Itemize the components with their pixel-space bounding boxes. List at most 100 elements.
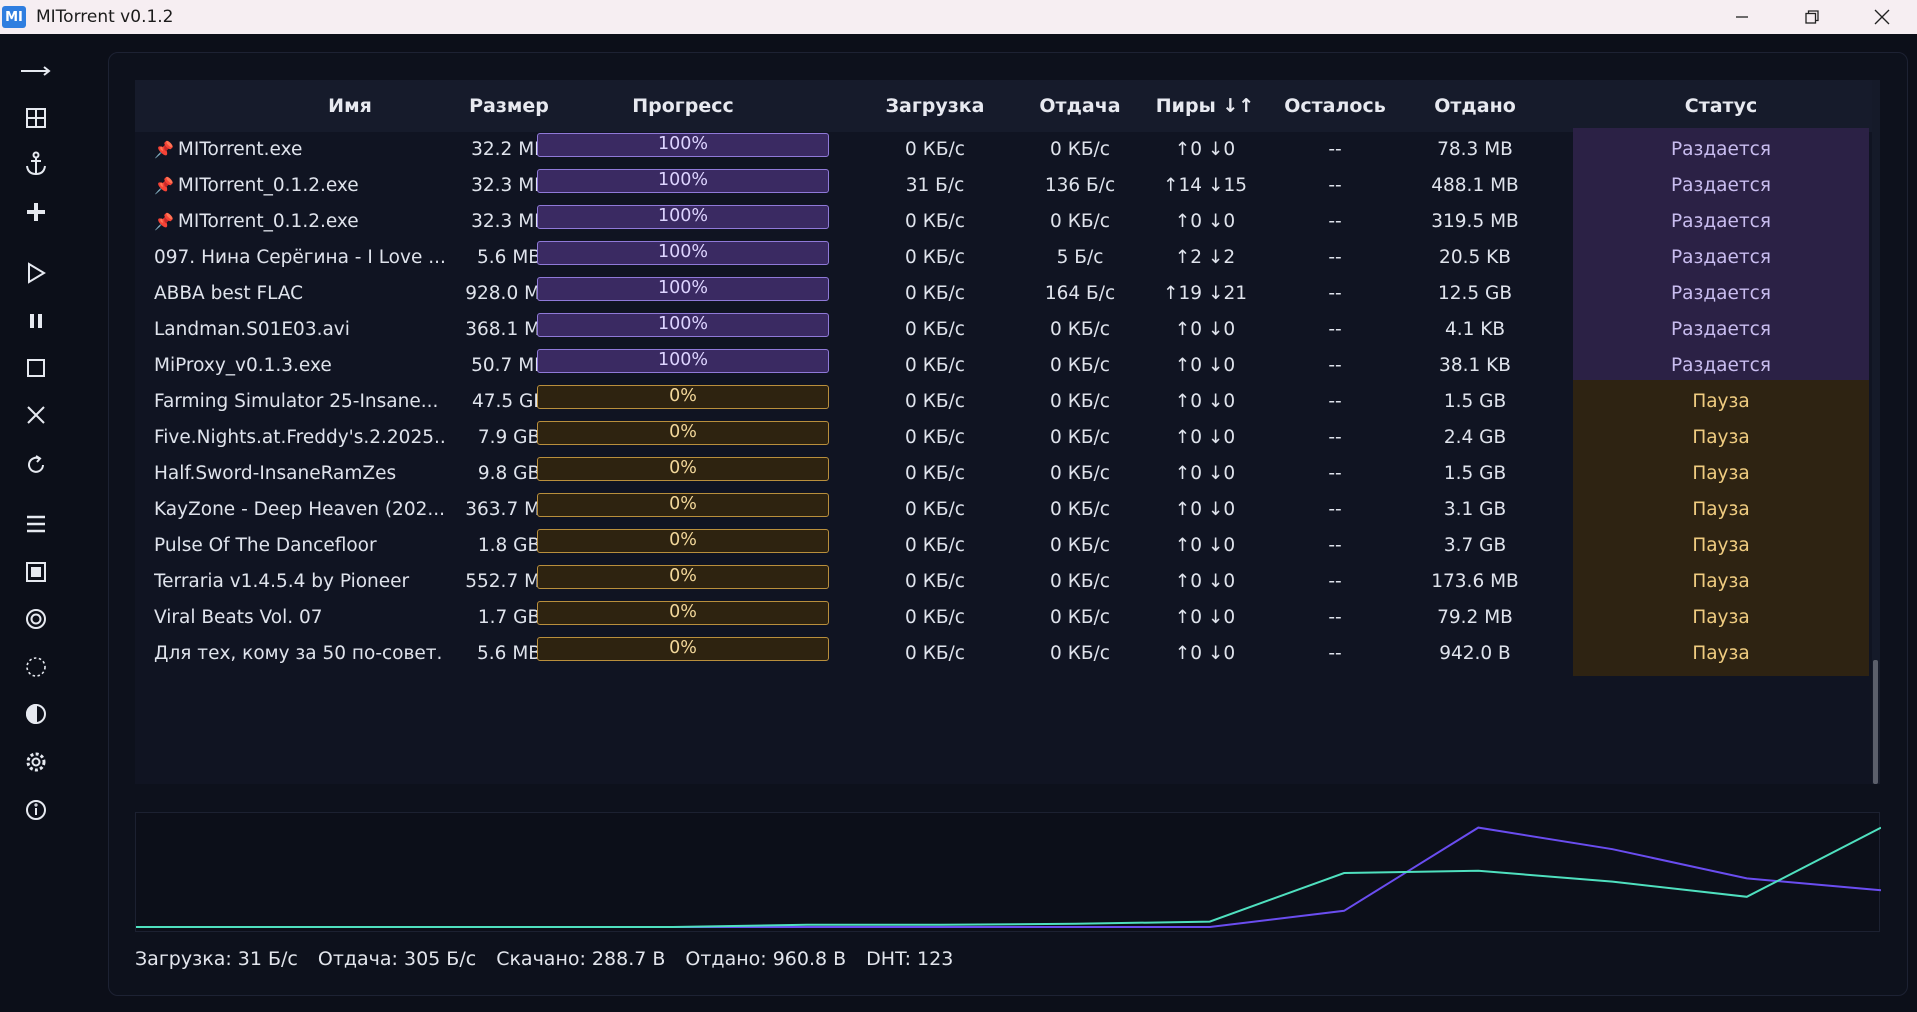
upload-speed-line	[136, 826, 1882, 928]
col-header-peers[interactable]: Пиры ↓↑	[1155, 95, 1255, 117]
table-row[interactable]: ABBA best FLAC 928.0 MB 100% 0 КБ/с 164 Б/с ↑…	[135, 272, 1880, 316]
row-download-speed: 0 КБ/с	[905, 391, 965, 412]
row-remaining: --	[1328, 463, 1342, 484]
gear-icon[interactable]	[16, 742, 56, 782]
dashed-circle-icon[interactable]	[16, 647, 56, 687]
add-icon[interactable]	[16, 192, 56, 232]
row-name-text: Pulse Of The Dancefloor	[154, 535, 377, 556]
progress-bar	[537, 133, 829, 157]
row-download-speed: 0 КБ/с	[905, 427, 965, 448]
col-header-remaining[interactable]: Осталось	[1284, 95, 1386, 117]
progress-bar	[537, 637, 829, 661]
table-row[interactable]: Для тех, кому за 50 по-совет... 5.6 MB 0% 0…	[135, 632, 1880, 676]
remove-icon[interactable]	[16, 395, 56, 435]
row-remaining: --	[1328, 391, 1342, 412]
row-uploaded: 942.0 B	[1439, 643, 1511, 664]
row-download-speed: 0 КБ/с	[905, 499, 965, 520]
table-row[interactable]: Terraria v1.4.5.4 by Pioneer 552.7 MB 0% 0 …	[135, 560, 1880, 604]
minimize-button[interactable]	[1707, 0, 1777, 34]
row-download-speed: 0 КБ/с	[905, 571, 965, 592]
progress-label: 100%	[657, 242, 709, 262]
list-icon[interactable]	[16, 504, 56, 544]
row-name: Farming Simulator 25-Insane...	[154, 380, 444, 424]
scrollbar-thumb[interactable]	[1873, 660, 1878, 784]
row-download-speed: 0 КБ/с	[905, 247, 965, 268]
row-remaining: --	[1328, 139, 1342, 160]
status-downloaded: Скачано: 288.7 B	[496, 948, 666, 970]
refresh-icon[interactable]	[16, 445, 56, 485]
progress-bar	[537, 565, 829, 589]
stop-icon[interactable]	[16, 348, 56, 388]
row-size: 32.2 MB	[471, 139, 547, 160]
row-remaining: --	[1328, 427, 1342, 448]
row-peers: ↑0 ↓0	[1174, 139, 1236, 160]
row-name-text: MITorrent_0.1.2.exe	[177, 211, 359, 232]
row-name: Five.Nights.at.Freddy's.2.2025...	[154, 416, 444, 460]
row-remaining: --	[1328, 283, 1342, 304]
row-uploaded: 12.5 GB	[1437, 283, 1513, 304]
table-row[interactable]: 097. Нина Серёгина - I Love ... 5.6 MB 100…	[135, 236, 1880, 280]
pause-icon[interactable]	[16, 301, 56, 341]
row-upload-speed: 0 КБ/с	[1050, 319, 1110, 340]
app-logo-icon: MI	[2, 6, 26, 28]
row-name: 097. Нина Серёгина - I Love ...	[154, 236, 444, 280]
restore-button[interactable]	[1777, 0, 1847, 34]
row-upload-speed: 0 КБ/с	[1050, 535, 1110, 556]
col-header-download[interactable]: Загрузка	[885, 95, 985, 117]
status-bar: Загрузка: 31 Б/с Отдача: 305 Б/с Скачано…	[135, 944, 973, 974]
row-download-speed: 0 КБ/с	[905, 319, 965, 340]
col-header-size[interactable]: Размер	[469, 95, 549, 117]
col-header-name[interactable]: Имя	[328, 95, 372, 117]
row-peers: ↑0 ↓0	[1174, 643, 1236, 664]
row-progress: 0%	[537, 452, 829, 496]
row-upload-speed: 0 КБ/с	[1050, 391, 1110, 412]
sidebar	[0, 34, 72, 1012]
close-window-button[interactable]	[1847, 0, 1917, 34]
row-peers: ↑0 ↓0	[1174, 211, 1236, 232]
col-header-uploaded[interactable]: Отдано	[1434, 95, 1516, 117]
table-scrollbar[interactable]	[1872, 80, 1880, 784]
close-icon	[1874, 9, 1890, 25]
row-name: Terraria v1.4.5.4 by Pioneer	[154, 560, 444, 604]
collapse-arrow-icon[interactable]	[16, 51, 56, 91]
grid-icon[interactable]	[16, 98, 56, 138]
row-size: 928.0 MB	[465, 283, 553, 304]
row-size: 32.3 MB	[471, 211, 547, 232]
row-remaining: --	[1328, 247, 1342, 268]
table-row[interactable]: KayZone - Deep Heaven (202... 363.7 MB 0% 0…	[135, 488, 1880, 532]
progress-label: 0%	[669, 638, 697, 658]
progress-bar	[537, 529, 829, 553]
col-header-progress[interactable]: Прогресс	[632, 95, 734, 117]
contrast-icon[interactable]	[16, 694, 56, 734]
row-name-text: MITorrent.exe	[177, 139, 303, 160]
pin-icon: 📌	[154, 140, 174, 159]
pin-icon: 📌	[154, 212, 174, 231]
row-size: 368.1 MB	[465, 319, 553, 340]
circle-target-icon[interactable]	[16, 599, 56, 639]
col-header-upload[interactable]: Отдача	[1039, 95, 1121, 117]
row-name-text: Half.Sword-InsaneRamZes	[154, 463, 397, 484]
row-peers: ↑0 ↓0	[1174, 535, 1236, 556]
progress-bar	[537, 601, 829, 625]
row-peers: ↑0 ↓0	[1174, 355, 1236, 376]
torrent-table: Имя Размер Прогресс Загрузка Отдача Пиры…	[135, 80, 1880, 784]
row-download-speed: 0 КБ/с	[905, 463, 965, 484]
table-header: Имя Размер Прогресс Загрузка Отдача Пиры…	[135, 80, 1880, 132]
row-peers: ↑0 ↓0	[1174, 607, 1236, 628]
download-speed-line	[136, 826, 1882, 928]
row-upload-speed: 0 КБ/с	[1050, 607, 1110, 628]
row-peers: ↑0 ↓0	[1174, 499, 1236, 520]
row-progress: 100%	[537, 200, 829, 244]
row-progress: 0%	[537, 380, 829, 424]
row-progress: 0%	[537, 488, 829, 532]
col-header-status[interactable]: Статус	[1684, 95, 1758, 117]
play-icon[interactable]	[16, 253, 56, 293]
row-size: 552.7 MB	[465, 571, 553, 592]
square-target-icon[interactable]	[16, 552, 56, 592]
status-uploaded: Отдано: 960.8 B	[685, 948, 847, 970]
info-icon[interactable]	[16, 790, 56, 830]
row-status: Пауза	[1573, 632, 1869, 676]
row-name-text: Viral Beats Vol. 07	[154, 607, 323, 628]
row-name: Для тех, кому за 50 по-совет...	[154, 632, 444, 676]
anchor-icon[interactable]	[16, 144, 56, 184]
